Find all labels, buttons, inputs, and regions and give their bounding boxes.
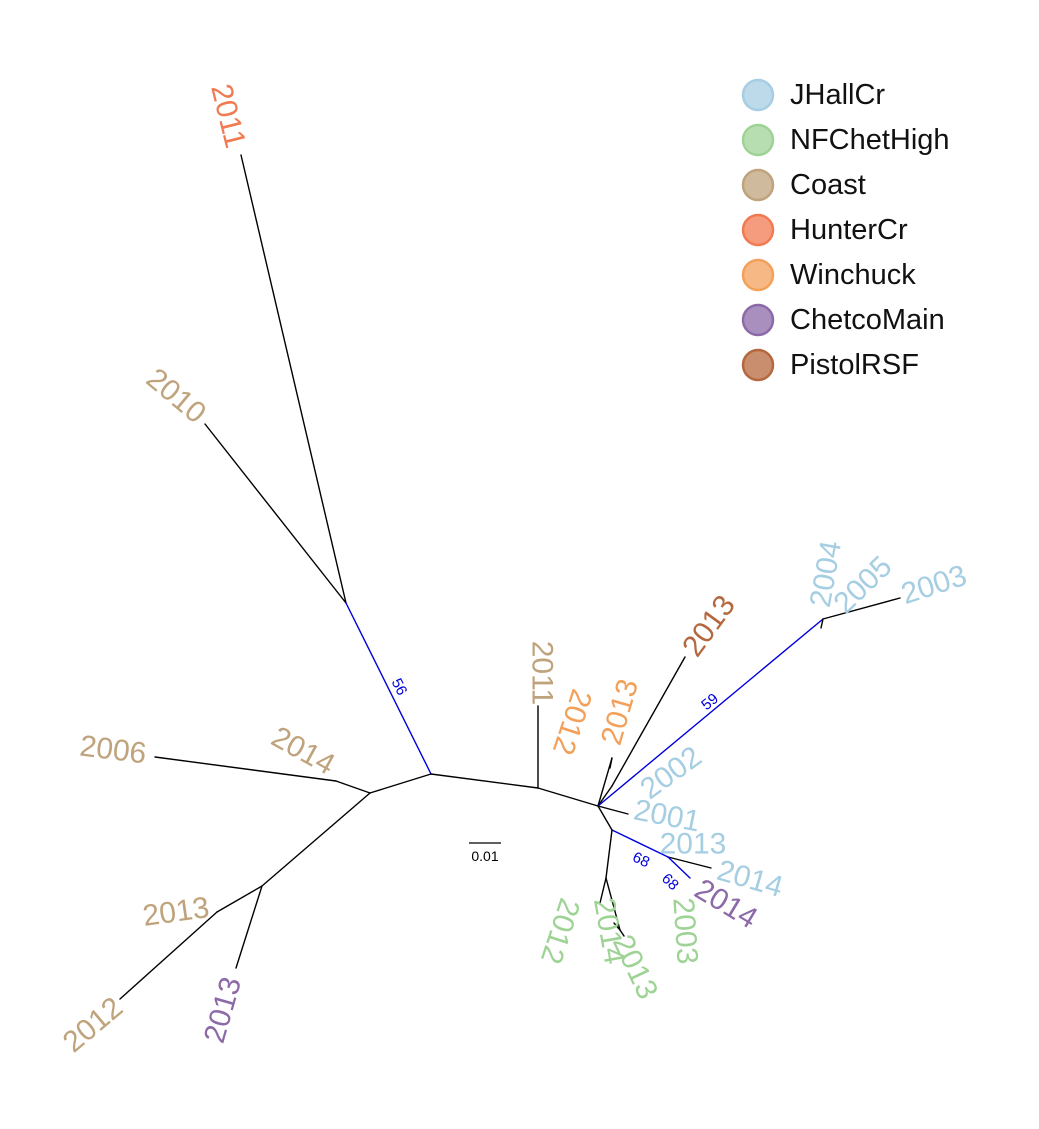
supported-branch-22 [611,829,669,858]
tip-label-chetco-2013: 2013 [198,973,248,1046]
support-value-59: 59 [698,690,722,714]
branch-8 [119,911,218,1000]
legend-swatch-jhallcr [741,78,775,112]
legend-swatch-huntercr [741,213,775,247]
tip-label-coast-2010: 2010 [140,362,212,430]
legend-label-jhallcr: JHallCr [790,79,885,111]
branch-18 [820,618,824,629]
tip-label-coast-2012: 2012 [57,991,129,1059]
support-values: 56 59 68 68 [388,676,722,894]
tip-label-pistol-2013: 2013 [676,589,742,662]
branch-15 [597,785,613,807]
tree-branches [119,154,901,1000]
legend-label-coast: Coast [790,169,866,201]
branch-23 [667,856,712,869]
tip-label-nfchet-2013: 2013 [606,930,664,1004]
support-value-68a: 68 [630,849,652,871]
legend-swatch-pistolrsf [741,348,775,382]
supported-branch-24 [667,856,691,879]
legend-label-chetcomain: ChetcoMain [790,304,945,336]
legend-swatch-coast [741,168,775,202]
branch-10 [430,773,539,789]
supported-branch-2 [345,602,432,775]
legend-swatch-chetcomain [741,303,775,337]
branch-13 [597,757,613,807]
legend-label-winchuck: Winchuck [790,259,916,291]
tip-label-nfchet-2012: 2012 [534,894,586,968]
legend: JHallCr NFChetHigh Coast HunterCr Winchuck Ch… [741,78,950,382]
tip-label-jhall-2003: 2003 [897,559,971,611]
branch-26 [599,877,607,904]
branch-3 [369,773,432,794]
branch-20 [597,805,629,815]
supported-branch-17 [597,618,824,807]
legend-swatch-winchuck [741,258,775,292]
branch-27 [605,877,621,931]
branch-28 [613,922,621,931]
branch-5 [154,756,337,782]
scale-bar-label: 0.01 [471,848,498,864]
legend-label-pistolrsf: PistolRSF [790,349,919,381]
branch-1 [204,423,347,604]
legend-label-nfchethigh: NFChetHigh [790,124,950,156]
tip-label-coast-2006: 2006 [78,730,148,771]
branch-9 [235,885,263,969]
tip-label-coast-2014: 2014 [266,720,340,781]
branch-12 [537,787,599,807]
branch-16 [611,656,686,787]
legend-swatch-nfchethigh [741,123,775,157]
tip-label-hunter-2011: 2011 [204,81,252,152]
branch-21 [597,805,613,831]
branch-29 [619,929,625,937]
branch-7 [216,885,263,913]
branch-25 [605,829,613,879]
branch-4 [335,780,371,794]
support-value-56: 56 [388,676,411,699]
tip-label-coast-2011: 2011 [526,641,559,706]
scale-bar: 0.01 [469,842,501,864]
tip-label-winchuck-2013: 2013 [595,675,645,748]
legend-label-huntercr: HunterCr [790,214,908,246]
branch-14 [609,757,613,769]
tip-label-nfchet-2003: 2003 [666,897,704,966]
branch-0 [240,154,347,604]
tip-label-jhall-2013: 2013 [660,828,727,861]
support-value-68b: 68 [658,870,682,894]
branch-6 [261,792,371,887]
branch-19 [822,597,901,620]
